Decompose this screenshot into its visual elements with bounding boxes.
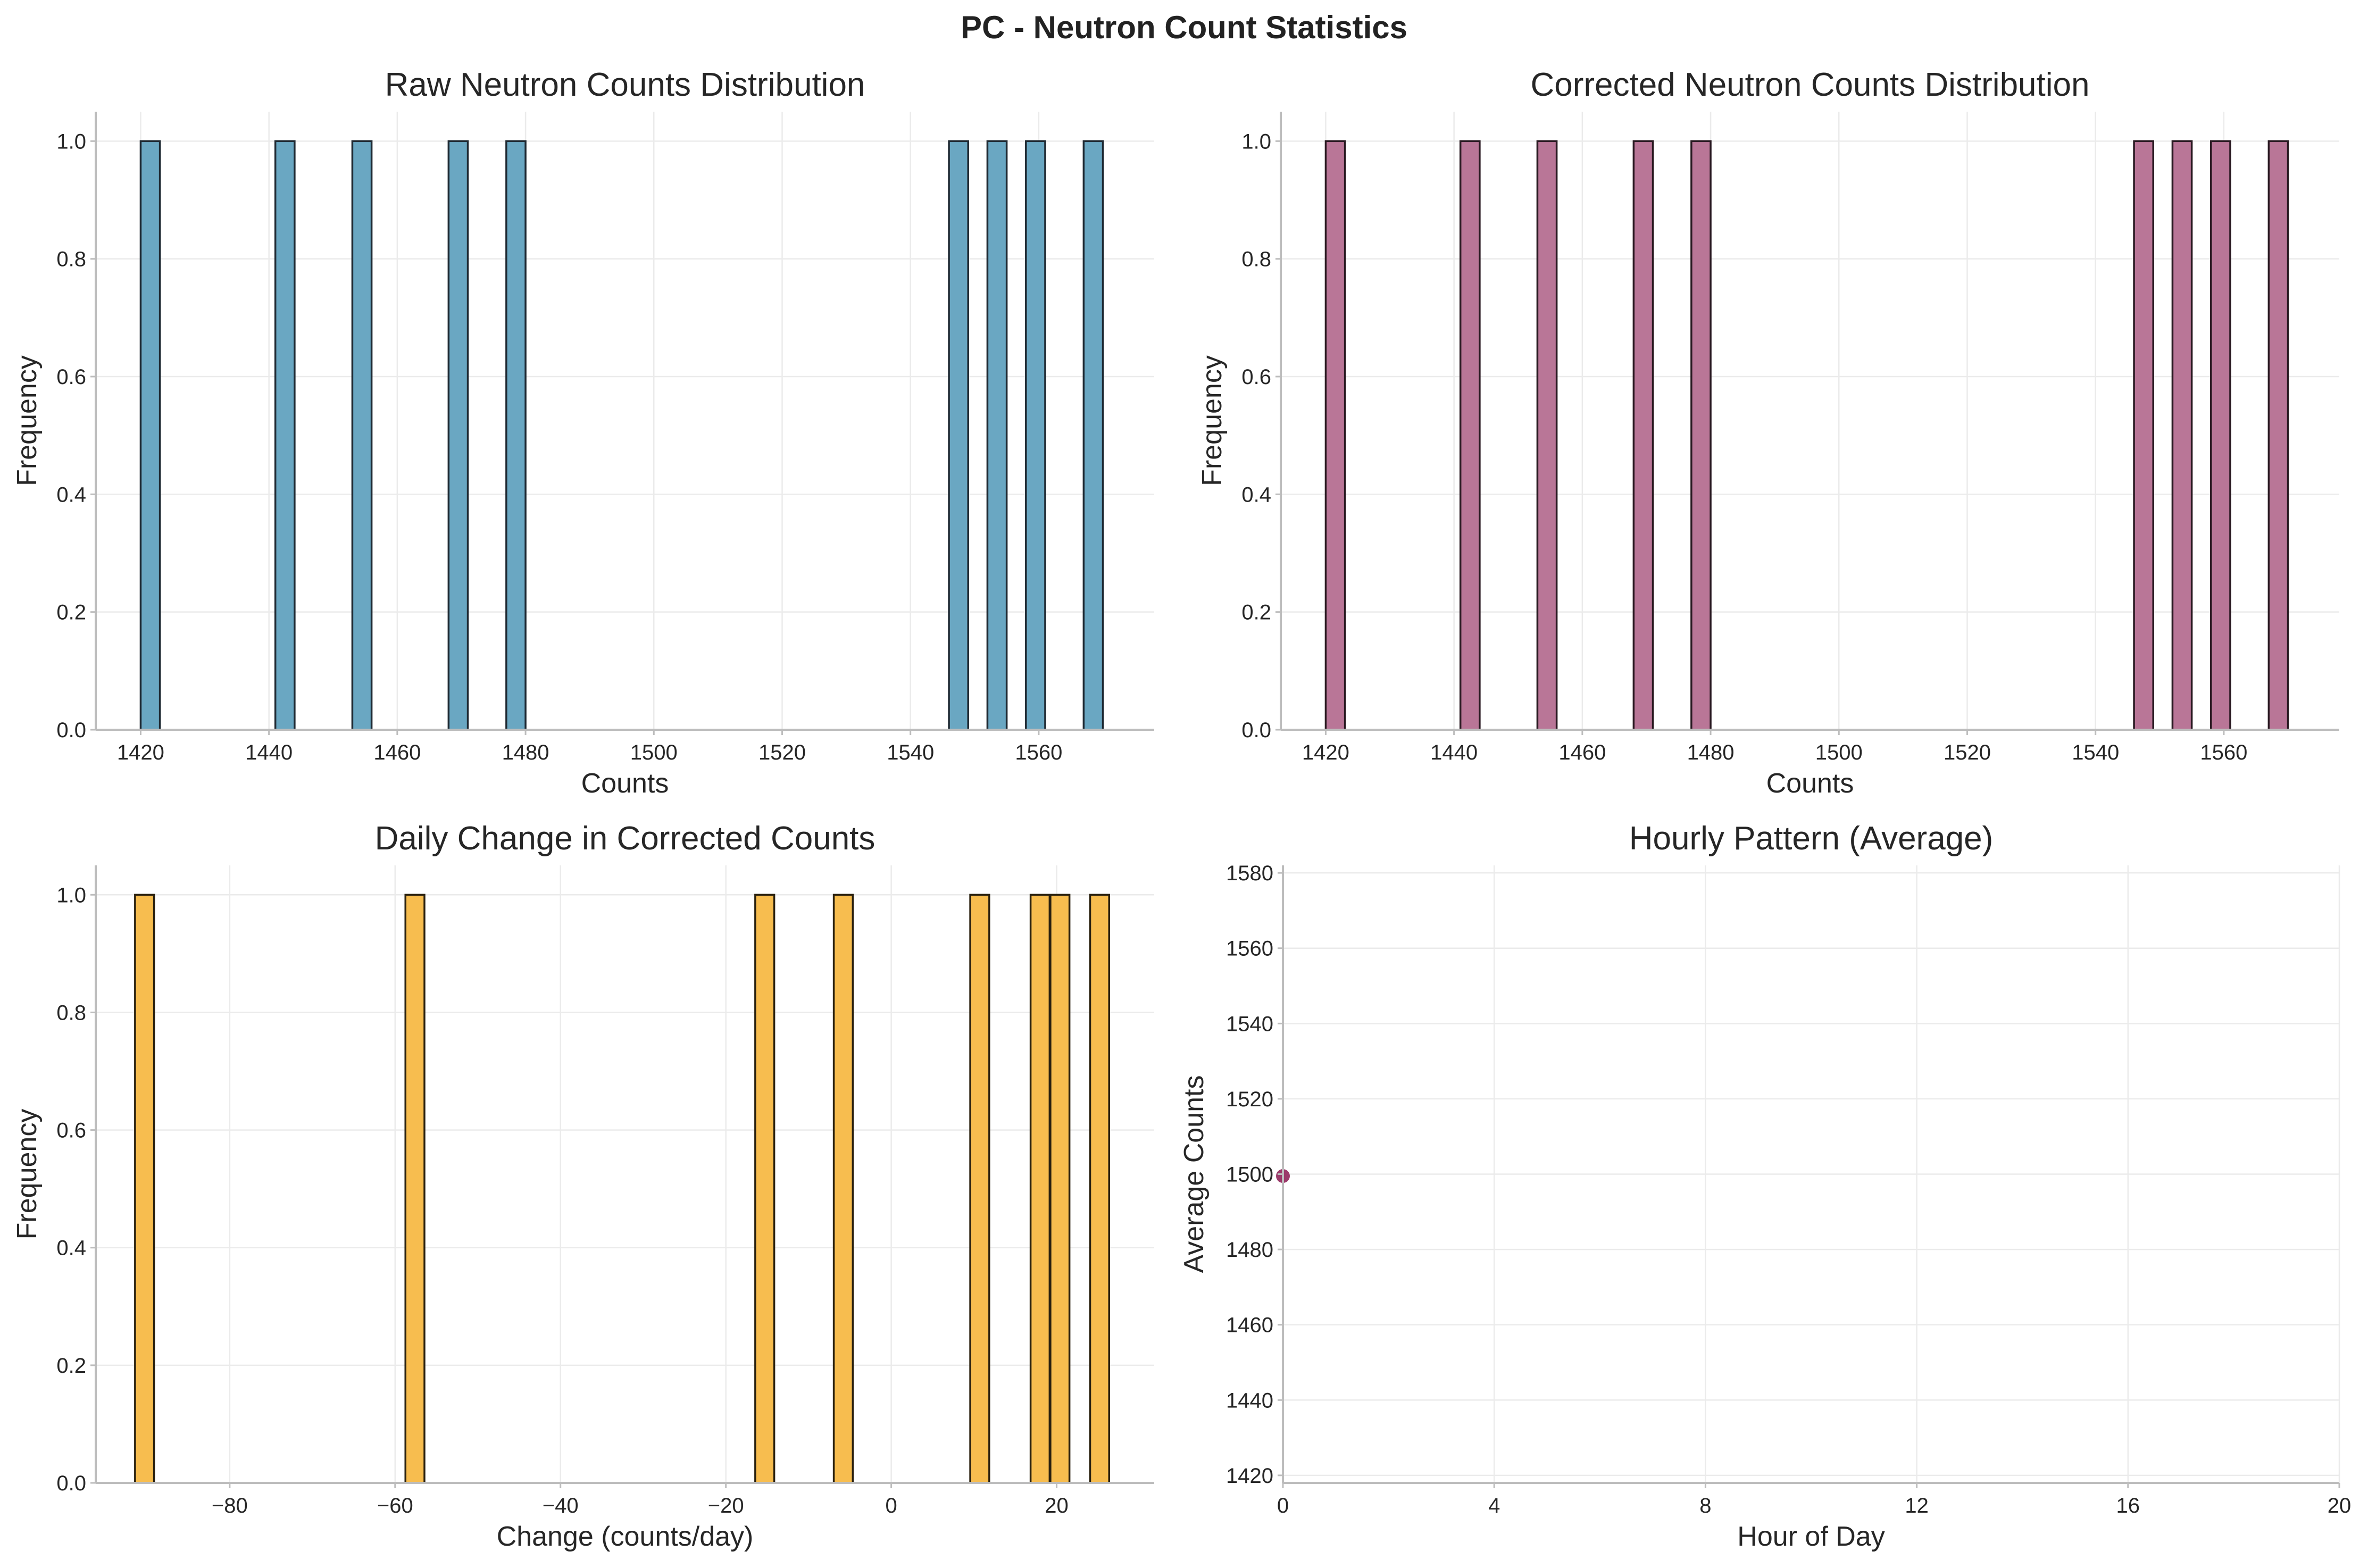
histogram-bar xyxy=(2171,140,2193,731)
histogram-bar xyxy=(1536,140,1558,731)
histogram-bar xyxy=(351,140,373,731)
histogram-bar xyxy=(1049,894,1071,1484)
x-tick-label: 8 xyxy=(1699,1494,1711,1517)
x-tick-label: 1460 xyxy=(1558,741,1606,764)
y-tick-label: 1580 xyxy=(1226,862,1273,885)
x-axis-label: Hour of Day xyxy=(1737,1521,1885,1552)
y-tick-label: 0.6 xyxy=(56,365,86,389)
y-tick-label: 0.8 xyxy=(1241,248,1271,271)
y-tick-label: 1540 xyxy=(1226,1012,1273,1036)
y-tick-label: 1.0 xyxy=(56,883,86,907)
y-tick-label: 1.0 xyxy=(56,130,86,153)
x-tick-label: 1480 xyxy=(1687,741,1735,764)
histogram-bar xyxy=(1632,140,1654,731)
histogram-bar xyxy=(134,894,155,1484)
y-tick-label: 0.4 xyxy=(1241,483,1271,506)
x-tick-label: 16 xyxy=(2116,1494,2140,1517)
x-tick-label: 1520 xyxy=(758,741,806,764)
x-tick-label: −20 xyxy=(708,1494,744,1517)
x-tick-label: 4 xyxy=(1488,1494,1500,1517)
x-tick-label: 1560 xyxy=(1015,741,1062,764)
y-tick-label: 0.8 xyxy=(56,1001,86,1024)
panel-title: Daily Change in Corrected Counts xyxy=(375,820,876,857)
x-axis-label: Counts xyxy=(1766,768,1854,799)
panel-title: Corrected Neutron Counts Distribution xyxy=(1530,66,2089,103)
y-axis-label: Frequency xyxy=(12,355,43,486)
histogram-bar xyxy=(1089,894,1111,1484)
y-tick-label: 1500 xyxy=(1226,1163,1273,1187)
panel-corrected-counts: 1420 1440 1460 1480 1500 1520 1540 1560 0.0 0.2 0.… xyxy=(1197,66,2339,799)
histogram-bar xyxy=(2210,140,2231,731)
panel-hourly-pattern: 0 4 8 12 16 20 1420 1440 1460 1480 1500 1520 1540 156… xyxy=(1179,820,2351,1552)
x-tick-label: 1520 xyxy=(1944,741,1991,764)
x-tick-label: 1460 xyxy=(373,741,421,764)
x-tick-label: 20 xyxy=(1045,1494,1069,1517)
y-tick-label: 0.0 xyxy=(56,719,86,742)
y-axis-label: Frequency xyxy=(12,1109,43,1240)
y-tick-label: 1520 xyxy=(1226,1088,1273,1111)
histogram-bar xyxy=(1459,140,1481,731)
y-axis-label: Average Counts xyxy=(1179,1075,1210,1273)
x-tick-label: 0 xyxy=(1277,1494,1289,1517)
x-tick-label: −60 xyxy=(377,1494,413,1517)
y-tick-label: 1.0 xyxy=(1241,130,1271,153)
y-tick-label: 1480 xyxy=(1226,1238,1273,1262)
x-tick-label: −40 xyxy=(543,1494,579,1517)
panel-title: Raw Neutron Counts Distribution xyxy=(385,66,865,103)
y-tick-label: 0.2 xyxy=(56,601,86,624)
histogram-bar xyxy=(1690,140,1712,731)
x-tick-label: 0 xyxy=(885,1494,897,1517)
x-tick-label: 12 xyxy=(1905,1494,1929,1517)
histogram-bar xyxy=(1029,894,1051,1484)
panel-title: Hourly Pattern (Average) xyxy=(1629,820,1994,857)
y-tick-label: 0.0 xyxy=(1241,719,1271,742)
y-tick-label: 1440 xyxy=(1226,1389,1273,1412)
y-tick-label: 0.6 xyxy=(56,1119,86,1142)
y-tick-label: 0.2 xyxy=(56,1354,86,1378)
histogram-bar xyxy=(1082,140,1104,731)
histogram-bar xyxy=(505,140,527,731)
y-tick-label: 1420 xyxy=(1226,1464,1273,1488)
figure-suptitle: PC - Neutron Count Statistics xyxy=(961,10,1407,45)
x-tick-label: 1500 xyxy=(630,741,678,764)
x-tick-label: 1440 xyxy=(1430,741,1478,764)
panel-raw-counts: 1420 1440 1460 1480 1500 1520 1540 1560 0.0 0.2 0.… xyxy=(12,66,1154,799)
x-axis-label: Counts xyxy=(581,768,669,799)
histogram-bar xyxy=(832,894,854,1484)
histogram-bar xyxy=(139,140,161,731)
y-tick-label: 1460 xyxy=(1226,1314,1273,1337)
histogram-bar xyxy=(404,894,426,1484)
x-tick-label: −80 xyxy=(212,1494,248,1517)
histogram-bar xyxy=(447,140,469,731)
histogram-bar xyxy=(986,140,1008,731)
x-tick-label: 1540 xyxy=(887,741,934,764)
panel-daily-change: −80 −60 −40 −20 0 20 0.0 0.2 0.4 0.6 0.8 1.0 Daily C… xyxy=(12,820,1154,1552)
histogram-bar xyxy=(1025,140,1046,731)
histogram-bar xyxy=(948,140,969,731)
histogram-bar xyxy=(274,140,296,731)
x-tick-label: 1420 xyxy=(1302,741,1349,764)
y-tick-label: 0.4 xyxy=(56,1237,86,1260)
y-tick-label: 0.4 xyxy=(56,483,86,506)
y-tick-label: 0.8 xyxy=(56,248,86,271)
histogram-bar xyxy=(2267,140,2289,731)
histogram-bar xyxy=(1324,140,1346,731)
y-tick-label: 0.2 xyxy=(1241,601,1271,624)
x-tick-label: 1540 xyxy=(2072,741,2119,764)
y-tick-label: 1560 xyxy=(1226,937,1273,961)
x-tick-label: 20 xyxy=(2328,1494,2352,1517)
histogram-bar xyxy=(969,894,990,1484)
histogram-bar xyxy=(754,894,776,1484)
histogram-bar xyxy=(2133,140,2154,731)
x-tick-label: 1500 xyxy=(1815,741,1863,764)
y-tick-label: 0.6 xyxy=(1241,365,1271,389)
y-tick-label: 0.0 xyxy=(56,1472,86,1495)
x-tick-label: 1560 xyxy=(2200,741,2247,764)
x-tick-label: 1480 xyxy=(502,741,549,764)
x-tick-label: 1420 xyxy=(117,741,164,764)
y-axis-label: Frequency xyxy=(1197,355,1228,486)
x-axis-label: Change (counts/day) xyxy=(497,1521,754,1552)
x-tick-label: 1440 xyxy=(245,741,293,764)
